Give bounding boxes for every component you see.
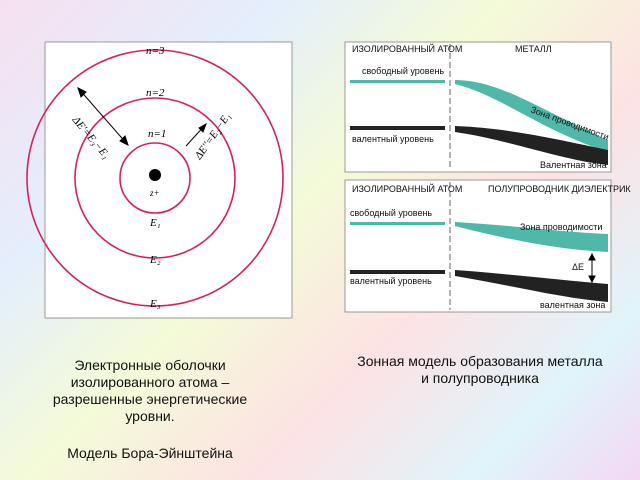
valence-level xyxy=(350,126,445,130)
caption: Модель Бора-Эйнштейна xyxy=(67,445,233,461)
gap-label: ΔE xyxy=(572,262,584,272)
energy-label: E₂ xyxy=(149,254,161,266)
valence-level xyxy=(350,270,445,274)
arrows xyxy=(77,87,207,147)
header: ПОЛУПРОВОДНИК ДИЭЛЕКТРИК xyxy=(488,184,631,194)
charge-label: z+ xyxy=(149,188,160,198)
level-text: свободный уровень xyxy=(350,208,432,218)
level-text: валентный уровень xyxy=(350,276,432,286)
valence-band xyxy=(455,270,608,302)
caption: Зонная модель образования металла и полу… xyxy=(357,353,603,386)
level-label: n=2 xyxy=(146,87,165,99)
header: ИЗОЛИРОВАННЫЙ АТОМ xyxy=(352,183,462,194)
conduction-band xyxy=(455,222,608,252)
band-text: Валентная зона xyxy=(540,160,607,170)
level-label: n=3 xyxy=(146,45,165,57)
level-label: n=1 xyxy=(148,128,166,140)
free-level xyxy=(350,80,445,83)
atom-panel xyxy=(44,41,293,319)
free-level xyxy=(350,222,445,225)
gap-arrow xyxy=(588,252,596,284)
valence-band xyxy=(455,126,608,165)
caption: Электронные оболочки изолированного атом… xyxy=(52,357,248,424)
orbits xyxy=(26,49,284,307)
level-text: валентный уровень xyxy=(352,134,434,144)
level-text: свободный уровень xyxy=(362,66,444,76)
band-text: валентная зона xyxy=(540,300,605,310)
nucleus xyxy=(149,169,161,181)
header: ИЗОЛИРОВАННЫЙ АТОМ xyxy=(352,43,462,54)
header: МЕТАЛЛ xyxy=(515,44,552,54)
band-text: Зона проводимости xyxy=(520,222,602,232)
energy-label: E₁ xyxy=(149,217,161,229)
energy-label: E₃ xyxy=(149,298,161,310)
conduction-band xyxy=(455,80,608,152)
